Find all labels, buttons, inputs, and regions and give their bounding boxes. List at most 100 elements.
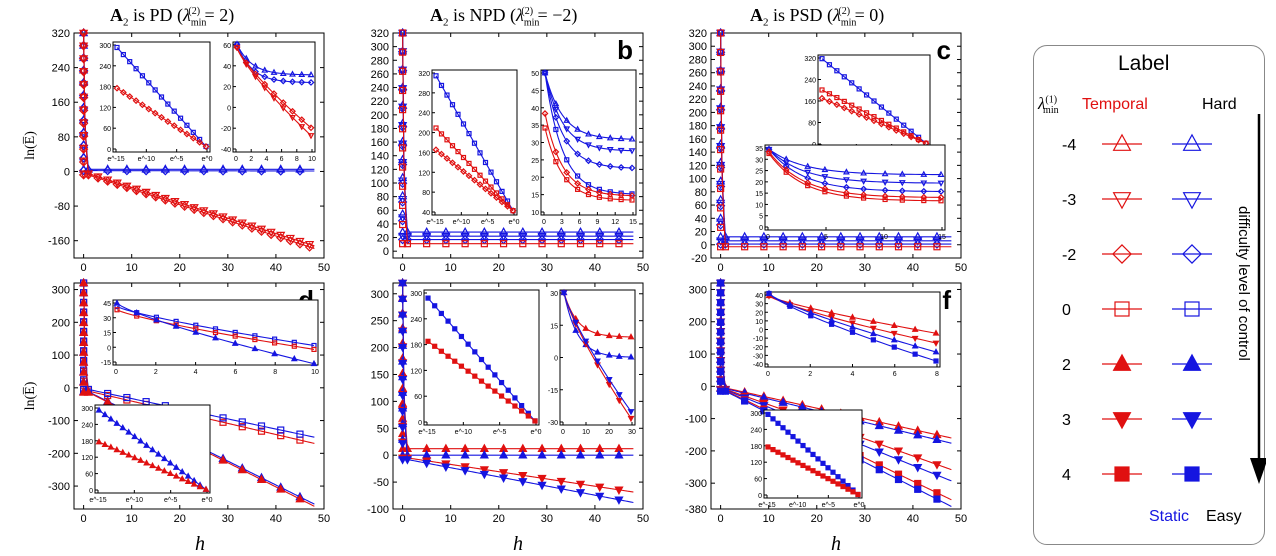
inset-data-point: [132, 97, 140, 105]
x-tick-label: 10: [126, 513, 138, 525]
legend-lambda: λ(1)min: [1038, 94, 1059, 117]
inset-data-point: [113, 84, 121, 92]
inset-x-tick-label: e^-5: [822, 502, 836, 509]
inset-data-point: [289, 115, 296, 122]
data-point: [170, 198, 180, 208]
inset-data-point: [805, 183, 811, 189]
inset-x-tick-label: 8: [273, 369, 277, 376]
data-point: [295, 166, 305, 176]
series-line: [402, 282, 634, 450]
inset-data-point: [845, 486, 851, 492]
inset-data-point: [465, 341, 471, 347]
inset-data-point: [126, 93, 134, 100]
legend-marker-temporal: [1112, 412, 1132, 430]
inset-data-point: [458, 333, 465, 340]
inset-b-2: 50 45 40 35 30 25 20 15 100 3 6 9 12 15: [531, 69, 637, 226]
inset-data-point: [596, 186, 602, 192]
inset-x-tick-label: 6: [893, 371, 897, 378]
panels-svg: -160-8008016024032001020304050aln(E̅)300…: [23, 27, 967, 555]
inset-data-point: [133, 308, 141, 316]
data-point: [614, 496, 624, 505]
inset-x-tick-label: 10: [308, 156, 316, 163]
legend-title: Label: [1118, 52, 1170, 75]
inset-data-point: [881, 192, 889, 200]
data-point: [79, 297, 89, 307]
inset-data-point: [766, 290, 772, 297]
inset-data-point: [563, 169, 571, 176]
legend-temporal: Temporal: [1082, 96, 1148, 113]
inset-y-tick-label: 30: [755, 157, 763, 164]
data-point: [238, 423, 246, 431]
inset-data-point: [552, 148, 560, 156]
y-tick-label: -200: [685, 446, 707, 458]
data-point: [716, 101, 726, 111]
data-point: [199, 166, 209, 176]
inset-y-tick-label: 300: [410, 291, 422, 298]
inset-data-point: [552, 100, 560, 107]
data-point: [79, 29, 89, 39]
inset-data-point: [932, 348, 940, 355]
y-tick-label: 180: [689, 121, 707, 133]
inset-x-tick-label: e^0: [530, 429, 541, 436]
inset-data-point: [261, 85, 269, 92]
data-point: [237, 220, 248, 230]
inset-data-point: [505, 387, 511, 393]
inset-data-point: [233, 45, 241, 52]
inset-x-tick-label: 0: [114, 369, 118, 376]
inset-x-tick-label: 10: [311, 369, 319, 376]
legend-marker-temporal: [1112, 133, 1132, 151]
y-tick-label: 240: [371, 83, 389, 95]
y-tick-label: -300: [48, 481, 70, 493]
inset-data-point: [504, 202, 511, 210]
data-point: [717, 87, 725, 95]
inset-data-point: [190, 480, 198, 487]
data-point: [720, 239, 731, 249]
inset-data-point: [815, 470, 821, 476]
panel-letter: f: [942, 285, 951, 315]
inset-data-point: [155, 464, 162, 471]
inset-data-point: [921, 197, 927, 204]
inset-y-tick-label: 40: [755, 293, 763, 300]
inset-data-point: [131, 432, 139, 440]
inset-data-point: [572, 326, 580, 333]
y-tick-label: 100: [52, 350, 70, 362]
inset-data-point: [498, 379, 505, 386]
inset-data-point: [574, 150, 582, 158]
inset-data-point: [780, 452, 786, 458]
inset-series-line: [768, 151, 942, 198]
y-tick-label: 260: [689, 68, 707, 80]
inset-x-tick-label: 0: [542, 219, 546, 226]
inset-data-point: [871, 98, 877, 104]
data-point: [717, 328, 725, 336]
data-point: [717, 48, 725, 57]
inset-data-point: [863, 114, 871, 122]
data-point: [422, 459, 432, 469]
data-point: [717, 126, 725, 134]
legend-row-value: -4: [1062, 137, 1076, 154]
inset-data-point: [242, 61, 250, 69]
inset-data-point: [552, 113, 560, 121]
inset-data-point: [289, 70, 296, 77]
x-tick-label: 0: [718, 513, 724, 525]
inset-data-point: [307, 124, 315, 132]
y-tick-label: 0: [701, 381, 707, 393]
data-point: [460, 467, 470, 476]
inset-data-point: [449, 143, 456, 149]
series-line: [83, 32, 315, 172]
inset-data-point: [307, 70, 315, 78]
x-tick-label: 30: [222, 262, 234, 274]
inset-data-point: [485, 364, 491, 370]
inset-data-point: [532, 418, 538, 424]
inset-series-line: [116, 309, 315, 350]
inset-f-2: 300 240 180 120 60 0 e^-15 e^-10 e^-5 e^0: [750, 409, 865, 509]
inset-x-tick-label: e^0: [201, 497, 212, 504]
data-point: [595, 226, 605, 236]
data-point: [779, 243, 787, 251]
inset-y-tick-label: 0: [759, 225, 763, 232]
inset-data-point: [821, 165, 829, 173]
inset-e-1: 300 240 180 120 60 0 e^-15 e^-10 e^-5 e^0: [410, 289, 542, 436]
inset-x-tick-label: 0: [561, 429, 565, 436]
inset-series-line: [236, 43, 312, 76]
inset-y-tick-label: -20: [221, 126, 231, 133]
inset-data-point: [310, 359, 318, 367]
